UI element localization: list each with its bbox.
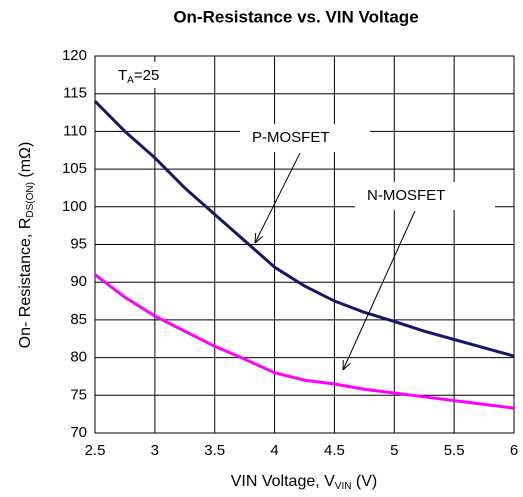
x-axis-label-sub: VIN xyxy=(335,481,352,492)
annotation: N-MOSFET xyxy=(367,187,445,204)
x-tick-label: 4.5 xyxy=(324,442,345,459)
annotation-main: T xyxy=(118,67,127,84)
line-series xyxy=(94,273,515,410)
y-tick-label: 85 xyxy=(70,311,87,328)
annotation-box xyxy=(240,124,370,152)
arrow-line xyxy=(254,152,301,244)
y-tick-label: 95 xyxy=(70,235,87,252)
annotation-main: P-MOSFET xyxy=(252,129,330,146)
annotation: P-MOSFET xyxy=(252,129,330,146)
x-tick-label: 3 xyxy=(151,442,159,459)
y-tick-label: 100 xyxy=(62,198,87,215)
x-axis-label-main: VIN Voltage, V xyxy=(231,473,335,490)
annotation-box xyxy=(355,182,495,210)
x-axis-label-suffix: (V) xyxy=(351,473,377,490)
y-tick-label: 105 xyxy=(62,160,87,177)
y-tick-label: 120 xyxy=(62,47,87,64)
y-tick-label: 115 xyxy=(63,85,87,102)
arrow-head xyxy=(342,359,351,371)
annotation-suffix: =25 xyxy=(134,67,159,84)
y-axis-label-suffix: (mΩ) xyxy=(17,142,34,182)
x-tick-label: 5.5 xyxy=(444,442,465,459)
y-tick-label: 70 xyxy=(70,424,87,441)
y-tick-label: 90 xyxy=(70,273,87,290)
x-tick-label: 2.5 xyxy=(85,442,106,459)
x-axis-label: VIN Voltage, VVIN (V) xyxy=(231,473,378,491)
annotation-sub: A xyxy=(127,75,134,86)
arrow-line xyxy=(342,210,416,371)
x-tick-label: 3.5 xyxy=(204,442,225,459)
y-tick-label: 110 xyxy=(63,122,87,139)
y-tick-label: 80 xyxy=(70,349,87,366)
y-axis-label-main: On- Resistance, R xyxy=(17,218,34,349)
y-tick-label: 75 xyxy=(70,386,87,403)
x-tick-label: 4 xyxy=(270,442,278,459)
y-axis-label-sub: DS(ON) xyxy=(25,182,36,218)
annotation-main: N-MOSFET xyxy=(367,187,445,204)
arrow-head xyxy=(254,232,263,244)
annotation-box xyxy=(103,62,185,88)
annotation: TA=25 xyxy=(118,67,159,86)
chart-title: On-Resistance vs. VIN Voltage xyxy=(173,7,418,26)
x-tick-label: 6 xyxy=(510,442,518,459)
line-series xyxy=(93,100,515,358)
x-tick-label: 5 xyxy=(390,442,398,459)
y-axis-label: On- Resistance, RDS(ON) (mΩ) xyxy=(17,142,35,349)
